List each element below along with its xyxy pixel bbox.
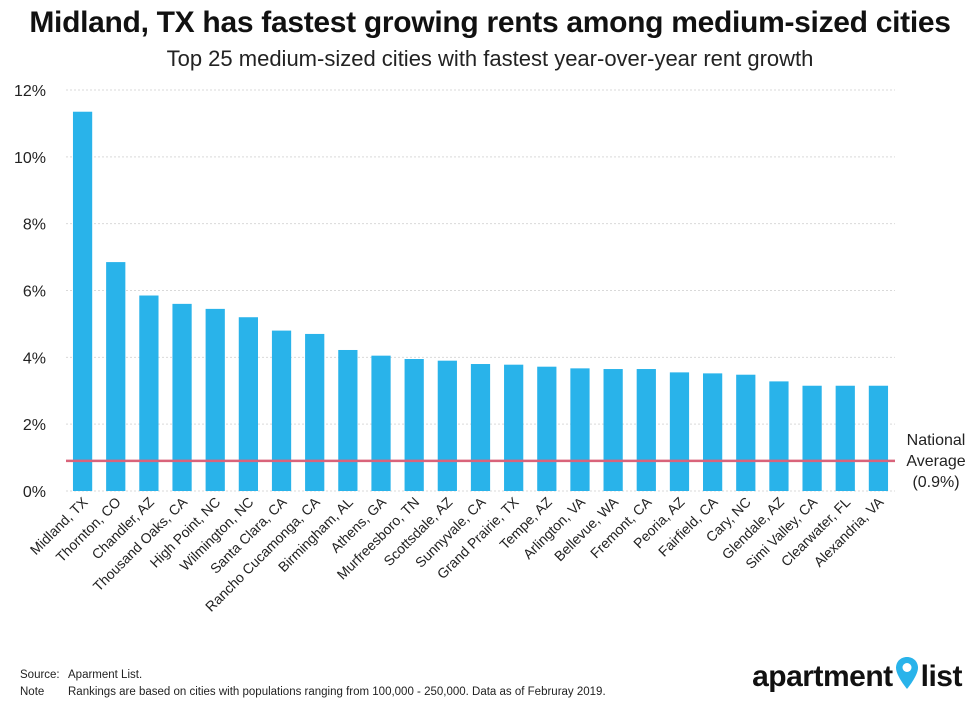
y-tick-label: 8% (23, 217, 46, 234)
y-axis-ticks: 0% 2% 4% 6% 8% 10% 12% (14, 83, 46, 501)
source-note: Source: Aparment List. (20, 669, 142, 681)
y-tick-label: 0% (23, 484, 46, 501)
map-pin-icon (895, 656, 919, 690)
bar (238, 317, 258, 491)
bar (106, 262, 126, 491)
bars (72, 111, 889, 492)
bar (470, 364, 491, 491)
note-key: Note (20, 686, 45, 698)
apartment-list-logo: apartment list (752, 657, 963, 694)
national-average-label: (0.9%) (912, 474, 959, 491)
bar (172, 303, 192, 491)
y-tick-label: 6% (23, 284, 46, 301)
bar (205, 308, 225, 491)
logo-text-right: list (920, 660, 963, 693)
national-average-label: National (907, 432, 966, 449)
y-tick-label: 10% (14, 150, 46, 167)
bar (338, 349, 358, 491)
bar (570, 368, 590, 491)
source-text: Aparment List. (68, 669, 143, 681)
y-tick-label: 2% (23, 417, 46, 434)
source-key: Source: (20, 669, 60, 681)
bar (371, 355, 391, 491)
y-tick-label: 12% (14, 83, 46, 100)
bar (404, 359, 424, 491)
bar (437, 360, 457, 491)
bar (72, 111, 93, 492)
note-text: Rankings are based on cities with popula… (68, 686, 606, 698)
bar (802, 385, 822, 491)
bar (769, 381, 789, 491)
bar (504, 364, 524, 491)
footnote: Note Rankings are based on cities with po… (20, 686, 606, 698)
bar (139, 295, 159, 491)
bar (736, 374, 756, 491)
bar (835, 385, 855, 491)
bar (537, 366, 557, 491)
national-average-label: Average (906, 453, 965, 470)
bar (636, 369, 656, 491)
bar (669, 372, 690, 491)
bar (603, 369, 623, 491)
national-average: National Average (0.9%) (66, 432, 966, 491)
bar (703, 373, 723, 491)
y-tick-label: 4% (23, 350, 46, 367)
logo-text-left: apartment (752, 660, 893, 693)
bar (305, 333, 325, 491)
bar (868, 385, 889, 491)
chart-title: Midland, TX has fastest growing rents am… (29, 6, 951, 39)
bar (271, 330, 292, 491)
chart-subtitle: Top 25 medium-sized cities with fastest … (166, 46, 814, 71)
